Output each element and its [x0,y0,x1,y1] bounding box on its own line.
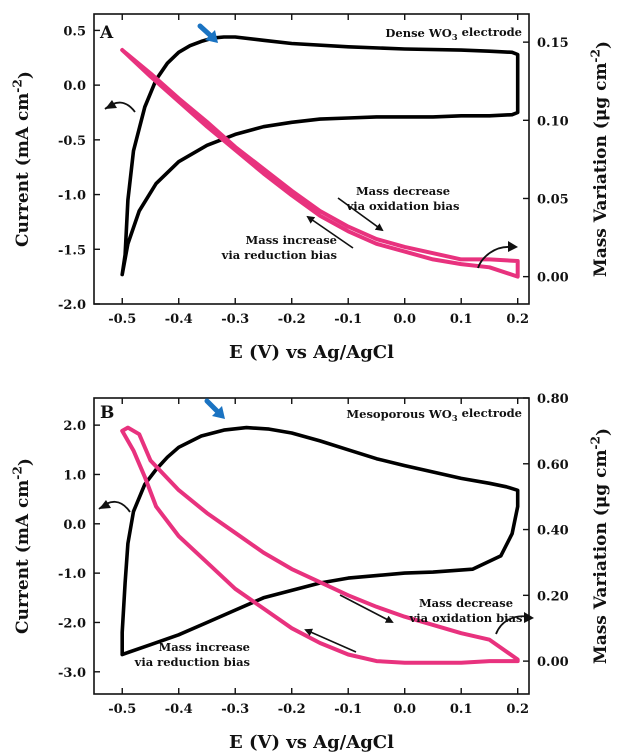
plot-frame [93,13,530,305]
y-left-tick-label: 0.0 [63,79,86,94]
electrode-label: Dense WO3 electrode [385,25,522,42]
x-tick-label: -0.3 [221,702,249,717]
annotation-mass-increase-line1: Mass increase [159,640,250,654]
y-right-tick-label: 0.60 [537,458,569,473]
x-tick-label: -0.1 [334,702,362,717]
y-left-tick-label: -3.0 [58,666,86,681]
y-left-tick-label: -1.5 [58,243,86,258]
y-left-tick-label: 2.0 [63,419,86,434]
oxidation-direction-arrow [339,594,394,623]
y-right-tick-label: 0.40 [537,524,569,539]
x-tick-label: 0.1 [450,312,473,327]
y-right-tick-label: 0.20 [537,589,569,604]
x-tick-label: -0.5 [108,702,136,717]
blue-marker-arrow-head [205,30,218,43]
y-left-axis-title: Current (mA cm-2) [10,71,35,247]
left-axis-pointer-arrowhead [105,100,117,109]
x-axis-title: E (V) vs Ag/AgCl [229,732,394,753]
series-line-current [120,425,520,657]
x-tick-label: -0.4 [165,312,193,327]
annotation-mass-decrease-line1: Mass decrease [356,184,450,198]
x-tick-label: 0.2 [506,702,529,717]
blue-marker-arrow-head [212,406,225,419]
y-right-tick-label: 0.05 [537,192,569,207]
x-tick-label: -0.1 [334,312,362,327]
series-line-mass-variation [120,425,520,665]
x-tick-label: 0.0 [393,312,416,327]
annotation-mass-decrease-line2: via oxidation bias [346,199,460,213]
right-axis-pointer-arrowhead [508,241,518,252]
x-tick-label: -0.2 [278,312,306,327]
y-right-tick-label: 0.15 [537,36,569,51]
series-line-mass-variation [120,48,520,279]
plot-frame [93,397,530,695]
y-right-axis-title: Mass Variation (μg cm-2) [588,41,613,277]
y-left-tick-label: -1.0 [58,189,86,204]
y-left-tick-label: -2.0 [58,616,86,631]
y-right-tick-label: 0.80 [537,392,569,407]
reduction-direction-arrow [304,628,357,653]
panel-label: A [99,23,114,43]
right-axis-pointer-arrow [477,246,511,269]
x-tick-label: -0.3 [221,312,249,327]
annotation-mass-decrease-line1: Mass decrease [419,596,513,610]
x-axis-title: E (V) vs Ag/AgCl [229,342,394,363]
y-left-tick-label: 1.0 [63,468,86,483]
panel-label: B [100,403,114,423]
annotation-mass-increase-line2: via reduction bias [134,655,250,669]
x-tick-label: -0.2 [278,702,306,717]
right-axis-pointer-arrowhead [524,612,534,623]
y-right-axis-title: Mass Variation (μg cm-2) [588,428,613,664]
y-left-tick-label: 0.5 [63,24,86,39]
y-left-axis-title: Current (mA cm-2) [10,458,35,634]
y-right-tick-label: 0.10 [537,114,569,129]
annotation-mass-increase-line2: via reduction bias [221,248,337,262]
blue-marker-arrow-shaft [197,23,214,39]
x-tick-label: 0.2 [506,312,529,327]
y-right-tick-label: 0.00 [537,271,569,286]
annotation-mass-increase-line1: Mass increase [246,233,337,247]
x-tick-label: 0.1 [450,702,473,717]
annotation-mass-decrease-line2: via oxidation bias [409,611,523,625]
y-right-tick-label: 0.00 [537,655,569,670]
left-axis-pointer-arrowhead [99,500,111,509]
chart-panel-a: -0.5 -0.4 -0.3 -0.2 -0.1 0.0 0.1 0.2 -2.0 -1.5 -1.… [10,13,614,363]
oxidation-direction-arrow [337,197,384,232]
electrode-label: Mesoporous WO3 electrode [346,406,522,423]
blue-marker-arrow-shaft [204,398,221,415]
y-left-tick-label: -1.0 [58,567,86,582]
y-left-tick-label: -2.0 [58,298,86,313]
chart-panel-b: -0.5 -0.4 -0.3 -0.2 -0.1 0.0 0.1 0.2 -3.0 -2.0 -1.… [10,392,613,753]
x-tick-label: -0.5 [108,312,136,327]
y-left-tick-label: -0.5 [58,134,86,149]
x-tick-label: 0.0 [393,702,416,717]
series-line-current [120,35,520,277]
reduction-direction-arrow [306,215,354,249]
x-tick-label: -0.4 [165,702,193,717]
y-left-tick-label: 0.0 [63,518,86,533]
